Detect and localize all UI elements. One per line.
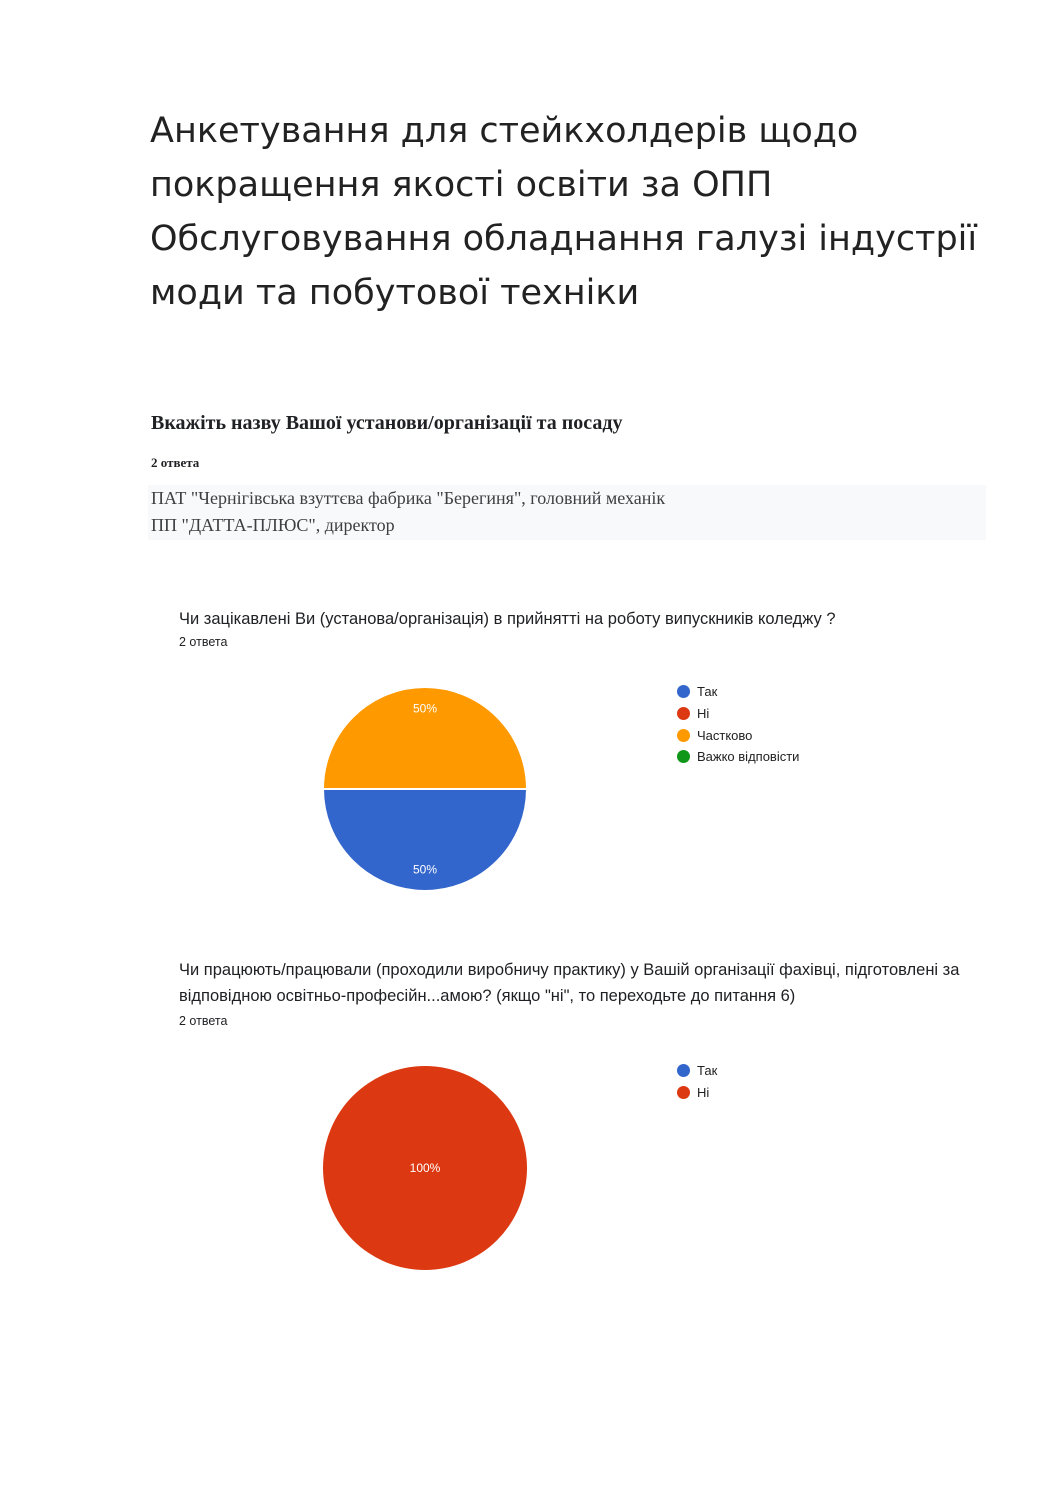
question-heading: Вкажіть назву Вашої установи/організації… <box>151 412 623 434</box>
legend-item: Так <box>677 681 799 703</box>
pie-slice-ні <box>323 1066 527 1270</box>
legend-label: Важко відповісти <box>697 749 800 765</box>
pie-slice-так <box>321 788 529 892</box>
legend-item: Частково <box>677 724 799 746</box>
legend-swatch <box>677 707 690 721</box>
answer-item: ПП "ДАТТА-ПЛЮС", директор <box>151 515 395 535</box>
legend-swatch <box>677 728 690 742</box>
legend-swatch <box>677 750 690 764</box>
legend-label: Так <box>697 684 718 700</box>
chart-legend: Так Ні <box>677 1060 717 1103</box>
pie-chart: 100% <box>323 1066 527 1270</box>
response-count: 2 ответа <box>151 455 200 470</box>
answers-list: ПАТ "Чернігівська взуттєва фабрика "Бере… <box>148 485 986 540</box>
legend-swatch <box>677 1086 690 1100</box>
legend-label: Так <box>697 1063 718 1079</box>
pie-chart: 50% 50% <box>321 686 529 892</box>
chart-question: Чи зацікавлені Ви (установа/організація)… <box>179 610 836 628</box>
page-title: Анкетування для стейкхолдерів щодо покра… <box>150 111 978 313</box>
legend-label: Ні <box>697 1085 710 1101</box>
chart-response-count: 2 ответа <box>179 1014 228 1028</box>
legend-label: Частково <box>697 727 753 743</box>
legend-label: Ні <box>697 706 710 722</box>
legend-item: Важко відповісти <box>677 746 799 768</box>
chart-legend: Так Ні Частково Важко відповісти <box>677 681 799 768</box>
legend-item: Ні <box>677 1082 717 1104</box>
answer-item: ПАТ "Чернігівська взуттєва фабрика "Бере… <box>151 488 666 508</box>
legend-item: Ні <box>677 703 799 725</box>
pie-slice-label: 100% <box>410 1161 441 1175</box>
legend-swatch <box>677 1064 690 1078</box>
pie-slice-label: 50% <box>413 701 437 715</box>
chart-response-count: 2 ответа <box>179 635 228 649</box>
chart-question: Чи працюють/працювали (проходили виробни… <box>179 961 960 1005</box>
pie-slice-label: 50% <box>413 863 437 877</box>
legend-swatch <box>677 685 690 699</box>
pie-slice-частково <box>321 686 529 790</box>
legend-item: Так <box>677 1060 717 1082</box>
